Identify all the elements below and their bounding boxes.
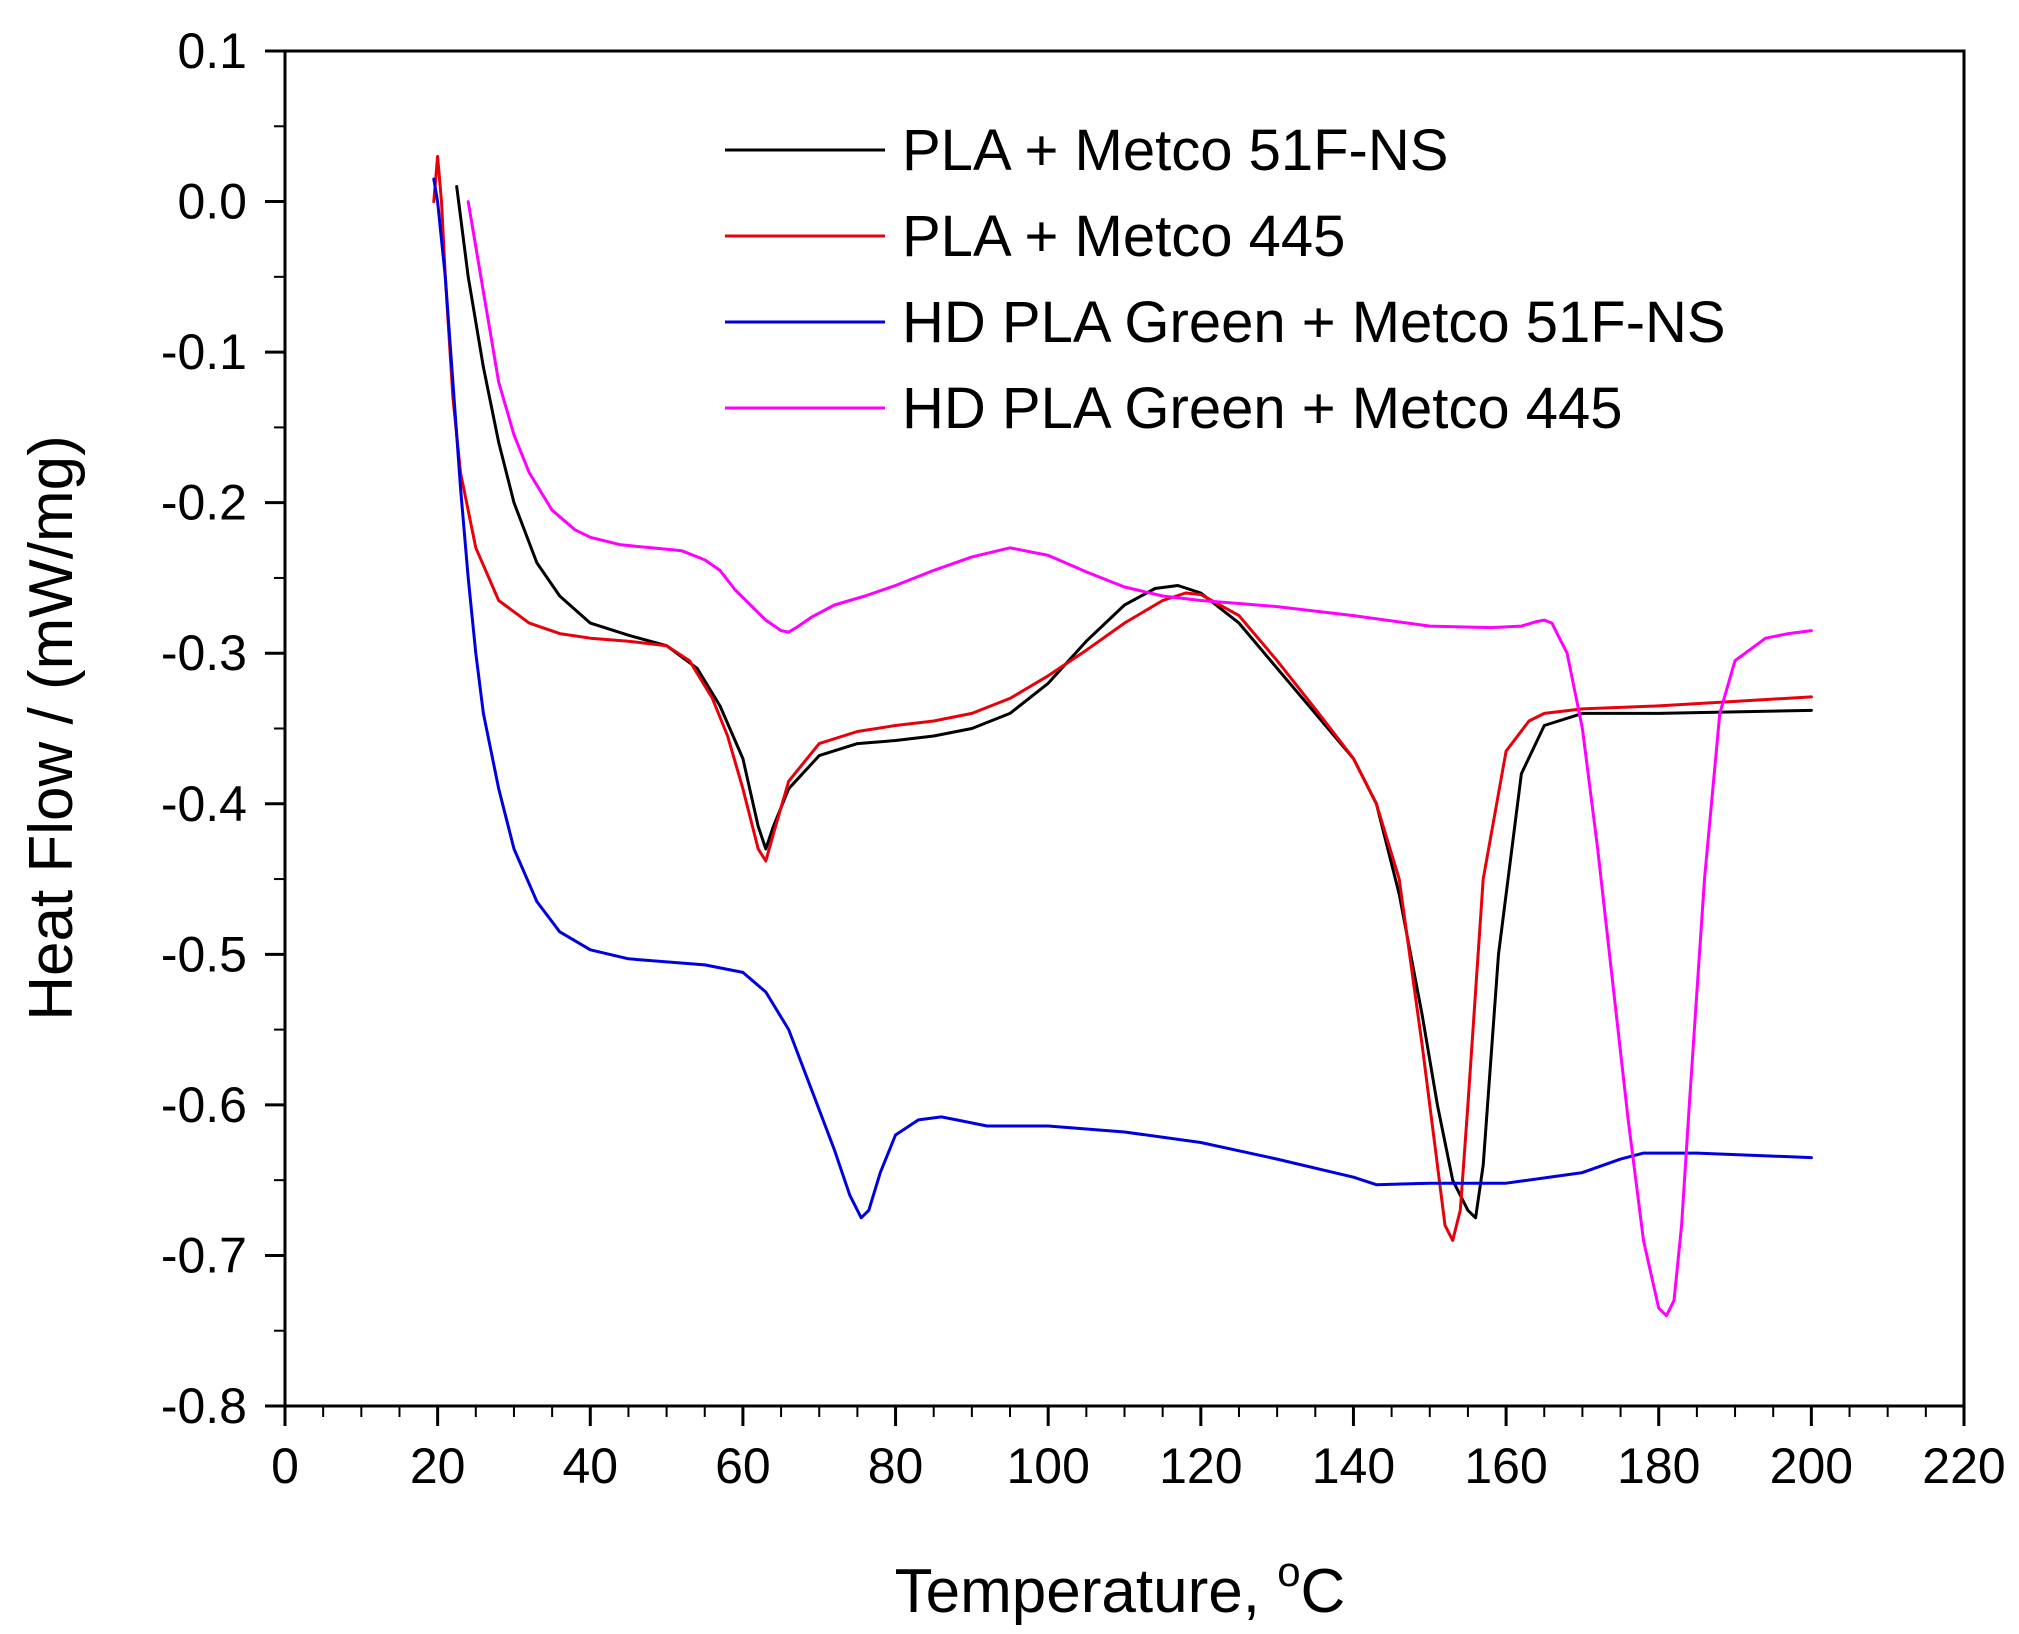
x-axis-title: Temperature, oC <box>895 1548 1346 1626</box>
legend: PLA + Metco 51F-NS PLA + Metco 445 HD PLA … <box>725 118 1726 441</box>
plot-frame <box>283 49 1966 1408</box>
y-axis-title: Heat Flow / (mW/mg) <box>17 435 86 1021</box>
x-tick-label: 120 <box>1159 1438 1242 1494</box>
legend-label: HD PLA Green + Metco 51F-NS <box>902 290 1726 355</box>
y-tick-label: -0.4 <box>161 776 247 832</box>
x-tick-label: 180 <box>1617 1438 1700 1494</box>
legend-label: HD PLA Green + Metco 445 <box>902 376 1623 441</box>
x-tick-label: 140 <box>1312 1438 1395 1494</box>
x-tick-label: 40 <box>562 1438 618 1494</box>
y-tick-label: -0.1 <box>161 324 247 380</box>
y-tick-label: -0.5 <box>161 926 247 982</box>
y-tick-label: 0.1 <box>177 23 247 79</box>
legend-label: PLA + Metco 445 <box>902 204 1345 269</box>
series-line-2 <box>432 154 1813 1242</box>
legend-label: PLA + Metco 51F-NS <box>902 118 1448 183</box>
y-axis: 0.1 0.0 -0.1 -0.2 -0.3 -0.4 -0.5 -0.6 -0.7 -0.8 <box>161 23 285 1434</box>
series-line-4 <box>466 200 1813 1318</box>
x-tick-label: 160 <box>1464 1438 1547 1494</box>
y-tick-label: -0.3 <box>161 625 247 681</box>
y-tick-label: -0.8 <box>161 1378 247 1434</box>
x-tick-label: 20 <box>410 1438 466 1494</box>
plot-lines <box>432 154 1813 1318</box>
y-tick-label: -0.2 <box>161 475 247 531</box>
x-tick-label: 80 <box>868 1438 924 1494</box>
x-tick-label: 220 <box>1922 1438 2005 1494</box>
y-tick-label: 0.0 <box>177 174 247 230</box>
series-line-3 <box>432 177 1813 1220</box>
x-tick-label: 200 <box>1770 1438 1853 1494</box>
y-tick-label: -0.6 <box>161 1077 247 1133</box>
x-tick-label: 60 <box>715 1438 771 1494</box>
x-tick-label: 0 <box>271 1438 299 1494</box>
x-axis: 0 20 40 60 80 100 120 140 160 180 200 220 <box>271 1406 2006 1494</box>
y-tick-label: -0.7 <box>161 1227 247 1283</box>
x-tick-label: 100 <box>1006 1438 1089 1494</box>
